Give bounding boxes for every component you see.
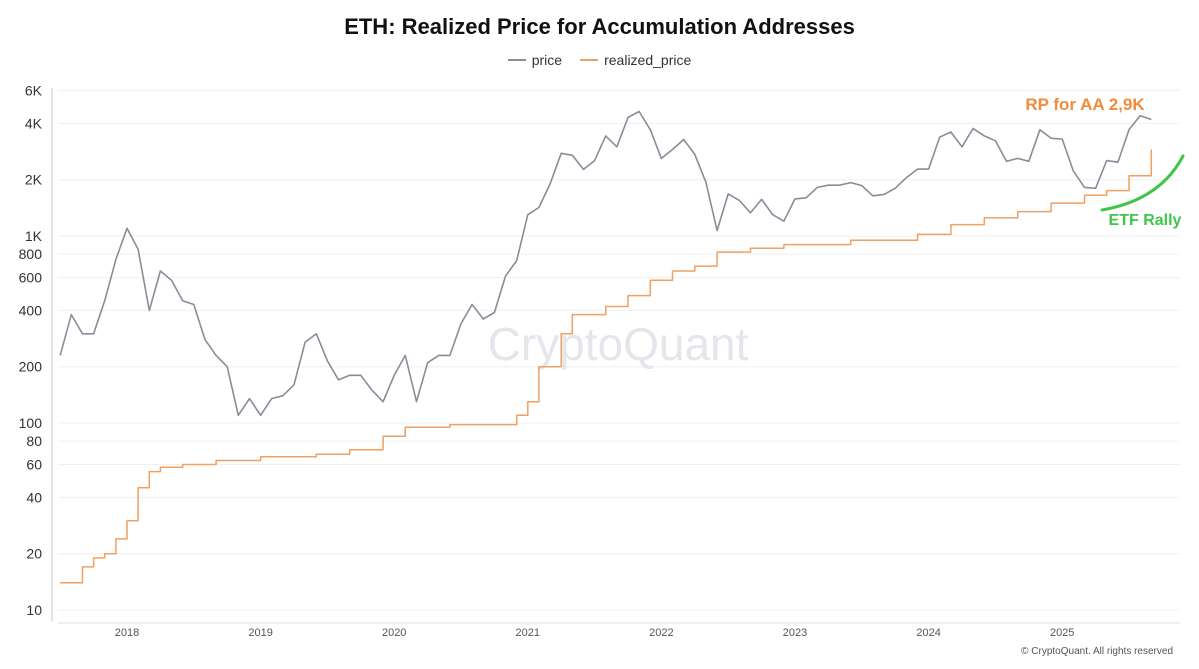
x-tick-label: 2021 xyxy=(516,627,540,639)
x-tick-label: 2023 xyxy=(783,627,807,639)
series-line-realized-price xyxy=(60,149,1153,584)
y-tick-label: 80 xyxy=(26,433,42,449)
y-tick-label: 6K xyxy=(25,82,43,98)
watermark: CryptoQuant xyxy=(488,318,749,370)
y-tick-label: 20 xyxy=(26,546,42,562)
copyright: © CryptoQuant. All rights reserved xyxy=(1021,646,1173,657)
legend-item-price[interactable]: price xyxy=(507,52,563,68)
y-tick-label: 100 xyxy=(19,415,43,431)
x-tick-label: 2018 xyxy=(115,627,139,639)
x-tick-label: 2022 xyxy=(649,627,673,639)
series-line-price xyxy=(59,110,1152,417)
y-tick-label: 10 xyxy=(26,602,42,618)
annotation-etf-rally: ETF Rally xyxy=(1109,212,1182,229)
legend-label: realized_price xyxy=(604,52,692,68)
y-tick-label: 60 xyxy=(26,456,42,472)
legend: price realized_price xyxy=(0,52,1199,68)
y-tick-label: 800 xyxy=(19,246,43,262)
etf-rally-arrow xyxy=(1100,154,1185,212)
annotation-rp: RP for AA 2,9K xyxy=(1025,95,1145,114)
x-tick-label: 2025 xyxy=(1050,627,1074,639)
chart-title: ETH: Realized Price for Accumulation Add… xyxy=(344,14,855,39)
y-tick-label: 4K xyxy=(25,115,43,131)
y-tick-label: 2K xyxy=(25,172,43,188)
legend-swatch xyxy=(580,59,599,61)
y-tick-label: 1K xyxy=(25,228,43,244)
y-tick-label: 40 xyxy=(26,489,42,505)
legend-label: price xyxy=(531,52,563,68)
y-tick-label: 400 xyxy=(19,302,43,318)
x-tick-label: 2024 xyxy=(916,627,940,639)
legend-item-realized-price[interactable]: realized_price xyxy=(580,52,691,68)
y-tick-label: 200 xyxy=(19,359,43,375)
y-tick-label: 600 xyxy=(19,269,43,285)
x-tick-label: 2020 xyxy=(382,627,406,639)
x-tick-label: 2019 xyxy=(248,627,272,639)
legend-swatch xyxy=(507,59,526,61)
